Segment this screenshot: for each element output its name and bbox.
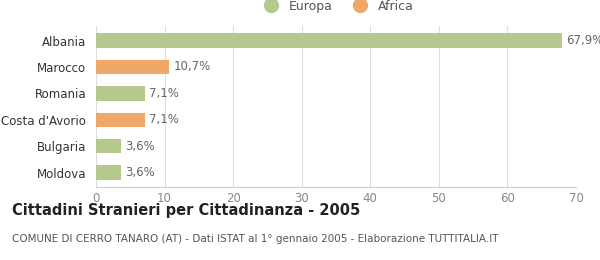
Bar xyxy=(96,86,145,101)
Text: 3,6%: 3,6% xyxy=(125,166,155,179)
Text: 67,9%: 67,9% xyxy=(566,34,600,47)
Bar xyxy=(96,33,562,48)
Text: 10,7%: 10,7% xyxy=(173,61,211,74)
Bar xyxy=(96,60,169,74)
Text: 7,1%: 7,1% xyxy=(149,113,179,126)
Text: Cittadini Stranieri per Cittadinanza - 2005: Cittadini Stranieri per Cittadinanza - 2… xyxy=(12,203,360,218)
Text: COMUNE DI CERRO TANARO (AT) - Dati ISTAT al 1° gennaio 2005 - Elaborazione TUTTI: COMUNE DI CERRO TANARO (AT) - Dati ISTAT… xyxy=(12,234,499,244)
Bar xyxy=(96,113,145,127)
Legend: Europa, Africa: Europa, Africa xyxy=(255,0,417,17)
Bar xyxy=(96,139,121,153)
Bar xyxy=(96,165,121,180)
Text: 7,1%: 7,1% xyxy=(149,87,179,100)
Text: 3,6%: 3,6% xyxy=(125,140,155,153)
